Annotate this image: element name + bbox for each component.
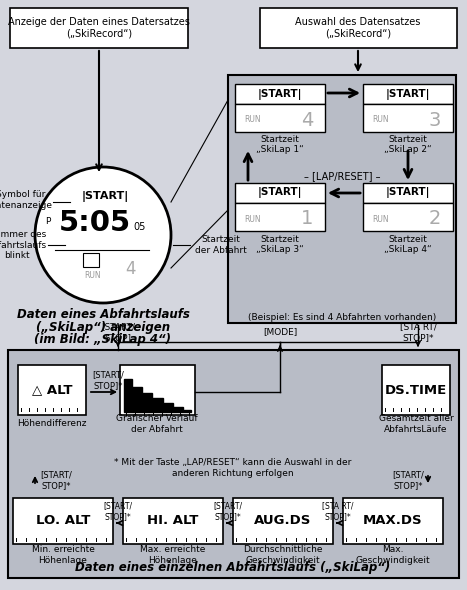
Text: |START|: |START| — [81, 192, 128, 202]
Bar — [8, 350, 459, 578]
Bar — [123, 498, 223, 544]
Text: Startzeit: Startzeit — [389, 234, 427, 244]
Text: Symbol für
Datenanzeige: Symbol für Datenanzeige — [0, 191, 52, 209]
Text: Max.
Geschwindigkeit: Max. Geschwindigkeit — [356, 545, 430, 565]
Text: RUN: RUN — [373, 215, 389, 224]
Text: RUN: RUN — [245, 116, 262, 124]
Text: [STA RT/
STOP]*: [STA RT/ STOP]* — [322, 502, 354, 521]
Text: DS.TIME: DS.TIME — [385, 384, 447, 396]
Text: [START/
STOP]*: [START/ STOP]* — [213, 502, 242, 521]
Text: „SkiLap 3“: „SkiLap 3“ — [256, 244, 304, 254]
Text: [STA RT/
STOP]*: [STA RT/ STOP]* — [400, 322, 437, 342]
Text: 4: 4 — [126, 260, 136, 278]
Bar — [120, 365, 195, 415]
Bar — [363, 84, 453, 104]
Text: [START/
STOP]*: [START/ STOP]* — [92, 371, 124, 390]
Text: Daten eines Abfahrtslaufs: Daten eines Abfahrtslaufs — [16, 309, 190, 322]
Text: [START/
STOP]*: [START/ STOP]* — [40, 470, 72, 490]
Text: – [LAP/RESET] –: – [LAP/RESET] – — [304, 171, 380, 181]
Text: 1: 1 — [301, 209, 313, 228]
Text: Nummer des
Abfahrtslaufs
blinkt: Nummer des Abfahrtslaufs blinkt — [0, 230, 47, 260]
Text: [START/
STOP]*: [START/ STOP]* — [392, 470, 424, 490]
Text: „SkiLap 2“: „SkiLap 2“ — [384, 146, 432, 155]
Bar — [363, 183, 453, 203]
Text: MAX.DS: MAX.DS — [363, 514, 423, 527]
Bar — [260, 8, 457, 48]
Text: [MODE]: [MODE] — [263, 327, 297, 336]
Bar — [83, 253, 99, 267]
Text: Startzeit
der Abfahrt: Startzeit der Abfahrt — [195, 235, 247, 255]
Text: (Beispiel: Es sind 4 Abfahrten vorhanden): (Beispiel: Es sind 4 Abfahrten vorhanden… — [248, 313, 436, 322]
Text: RUN: RUN — [373, 116, 389, 124]
Bar — [228, 75, 456, 323]
Text: Grafischer Verlauf
der Abfahrt: Grafischer Verlauf der Abfahrt — [116, 414, 198, 434]
Text: Max. erreichte
Höhenlage: Max. erreichte Höhenlage — [140, 545, 205, 565]
Text: Anzeige der Daten eines Datersatzes
(„SkiRecord“): Anzeige der Daten eines Datersatzes („Sk… — [8, 17, 190, 39]
Text: „SkiLap 4“: „SkiLap 4“ — [384, 244, 432, 254]
Bar — [233, 498, 333, 544]
Text: Startzeit: Startzeit — [389, 136, 427, 145]
Text: Daten eines einzelnen Abfahrtslaufs („SkiLap“): Daten eines einzelnen Abfahrtslaufs („Sk… — [75, 562, 390, 575]
Bar — [10, 8, 188, 48]
Text: „SkiLap 1“: „SkiLap 1“ — [256, 146, 304, 155]
Bar — [363, 104, 453, 132]
Text: („SkiLap“) anzeigen: („SkiLap“) anzeigen — [36, 320, 170, 333]
Text: HI. ALT: HI. ALT — [147, 514, 198, 527]
Text: |START|: |START| — [386, 88, 430, 100]
Text: Durchschnittliche
Geschwindigkeit: Durchschnittliche Geschwindigkeit — [243, 545, 323, 565]
Text: LO. ALT: LO. ALT — [36, 514, 90, 527]
Text: Startzeit: Startzeit — [261, 136, 299, 145]
Text: 3: 3 — [429, 110, 441, 129]
Text: △ ALT: △ ALT — [32, 384, 72, 396]
Text: Min. erreichte
Höhenlage: Min. erreichte Höhenlage — [32, 545, 94, 565]
Text: Gesamtzeit aller
AbfahrtsLäufe: Gesamtzeit aller AbfahrtsLäufe — [379, 414, 453, 434]
Text: RUN: RUN — [245, 215, 262, 224]
Text: RUN: RUN — [85, 270, 101, 280]
Text: Auswahl des Datensatzes
(„SkiRecord“): Auswahl des Datensatzes („SkiRecord“) — [295, 17, 421, 39]
Text: [START/
STOP]: [START/ STOP] — [101, 322, 135, 342]
Bar — [343, 498, 443, 544]
Text: AUG.DS: AUG.DS — [255, 514, 311, 527]
Bar — [235, 203, 325, 231]
Text: |START|: |START| — [386, 188, 430, 198]
Text: |START|: |START| — [258, 188, 302, 198]
Polygon shape — [124, 379, 191, 412]
Bar — [235, 104, 325, 132]
Text: P: P — [45, 217, 51, 225]
Text: Startzeit: Startzeit — [261, 234, 299, 244]
Bar — [235, 84, 325, 104]
Bar — [18, 365, 86, 415]
Text: 05: 05 — [134, 222, 146, 232]
Text: 2: 2 — [429, 209, 441, 228]
Text: 4: 4 — [301, 110, 313, 129]
Text: (im Bild: „SkiLap 4“): (im Bild: „SkiLap 4“) — [35, 333, 171, 346]
Text: 5:05: 5:05 — [59, 209, 131, 237]
Bar — [382, 365, 450, 415]
Bar — [363, 203, 453, 231]
Text: Höhendifferenz: Höhendifferenz — [17, 419, 87, 428]
Bar — [235, 183, 325, 203]
Bar — [13, 498, 113, 544]
Text: [START/
STOP]*: [START/ STOP]* — [103, 502, 133, 521]
Text: |START|: |START| — [258, 88, 302, 100]
Circle shape — [35, 167, 171, 303]
Text: * Mit der Taste „LAP/RESET“ kann die Auswahl in der
anderen Richtung erfolgen: * Mit der Taste „LAP/RESET“ kann die Aus… — [114, 458, 352, 478]
